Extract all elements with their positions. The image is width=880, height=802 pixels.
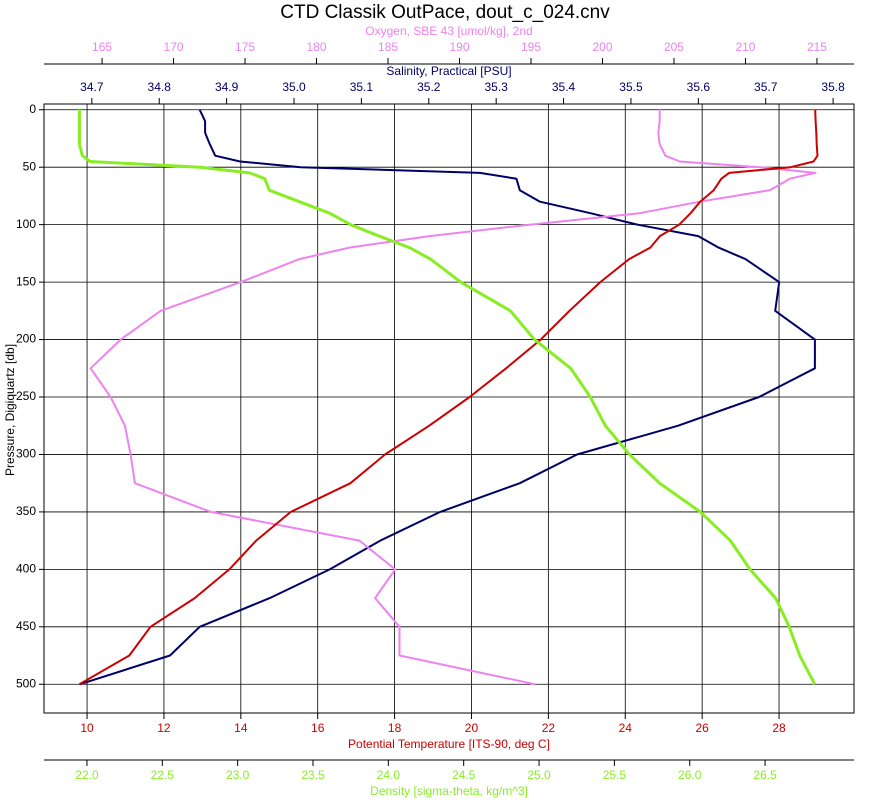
x-tick-label: 23.5 xyxy=(301,768,325,782)
plot-frame xyxy=(43,103,855,714)
x-axis-title: Oxygen, SBE 43 [umol/kg], 2nd xyxy=(365,24,532,38)
x-tick-label: 210 xyxy=(735,40,755,54)
x-tick-label: 10 xyxy=(80,721,94,735)
x-tick-label: 205 xyxy=(664,40,684,54)
x-tick-label: 34.7 xyxy=(80,80,104,94)
x-tick-label: 22.5 xyxy=(151,768,175,782)
x-tick-label: 20 xyxy=(465,721,479,735)
x-tick-label: 24.0 xyxy=(377,768,401,782)
x-tick-label: 35.4 xyxy=(552,80,576,94)
y-tick-label: 500 xyxy=(16,676,36,690)
x-tick-label: 12 xyxy=(157,721,171,735)
x-tick-label: 16 xyxy=(311,721,325,735)
y-tick-label: 300 xyxy=(16,447,36,461)
y-tick-label: 150 xyxy=(16,274,36,288)
y-tick-label: 350 xyxy=(16,504,36,518)
x-tick-label: 24 xyxy=(619,721,633,735)
y-tick-label: 100 xyxy=(16,217,36,231)
x-tick-label: 22.0 xyxy=(75,768,99,782)
x-tick-label: 35.7 xyxy=(754,80,778,94)
chart-title: CTD Classik OutPace, dout_c_024.cnv xyxy=(280,2,610,23)
x-tick-label: 23.0 xyxy=(226,768,250,782)
x-tick-label: 165 xyxy=(92,40,112,54)
x-tick-label: 34.8 xyxy=(148,80,172,94)
series-line xyxy=(78,109,819,686)
y-tick-label: 0 xyxy=(29,102,36,116)
x-tick-label: 22 xyxy=(542,721,556,735)
y-tick-label: 400 xyxy=(16,562,36,576)
x-tick-label: 26.0 xyxy=(678,768,702,782)
x-tick-label: 25.0 xyxy=(527,768,551,782)
x-tick-label: 18 xyxy=(388,721,402,735)
x-tick-label: 34.9 xyxy=(215,80,239,94)
x-tick-label: 180 xyxy=(307,40,327,54)
x-axis-title: Salinity, Practical [PSU] xyxy=(386,64,511,78)
y-tick-label: 200 xyxy=(16,332,36,346)
x-axis-title: Density [sigma-theta, kg/m^3] xyxy=(370,784,528,798)
x-tick-label: 25.5 xyxy=(603,768,627,782)
x-tick-label: 170 xyxy=(164,40,184,54)
x-tick-label: 35.5 xyxy=(619,80,643,94)
x-tick-label: 185 xyxy=(378,40,398,54)
y-tick-label: 250 xyxy=(16,389,36,403)
x-tick-label: 35.1 xyxy=(350,80,374,94)
y-tick-label: 450 xyxy=(16,619,36,633)
x-tick-label: 28 xyxy=(772,721,786,735)
y-tick-label: 50 xyxy=(23,159,37,173)
x-tick-label: 175 xyxy=(235,40,255,54)
x-tick-label: 190 xyxy=(449,40,469,54)
x-tick-label: 35.6 xyxy=(687,80,711,94)
x-tick-label: 215 xyxy=(807,40,827,54)
x-tick-label: 35.8 xyxy=(821,80,845,94)
x-tick-label: 35.3 xyxy=(484,80,508,94)
y-axis-title: Pressure, Digiquartz [db] xyxy=(3,344,17,476)
x-tick-label: 200 xyxy=(592,40,612,54)
series-line xyxy=(89,109,817,686)
series-line xyxy=(77,109,817,685)
x-tick-label: 14 xyxy=(234,721,248,735)
x-tick-label: 26.5 xyxy=(753,768,777,782)
x-tick-label: 35.0 xyxy=(282,80,306,94)
x-tick-label: 35.2 xyxy=(417,80,441,94)
x-tick-label: 195 xyxy=(521,40,541,54)
x-tick-label: 26 xyxy=(695,721,709,735)
series-line xyxy=(79,109,816,686)
x-tick-label: 24.5 xyxy=(452,768,476,782)
x-axis-title: Potential Temperature [ITS-90, deg C] xyxy=(348,737,550,751)
